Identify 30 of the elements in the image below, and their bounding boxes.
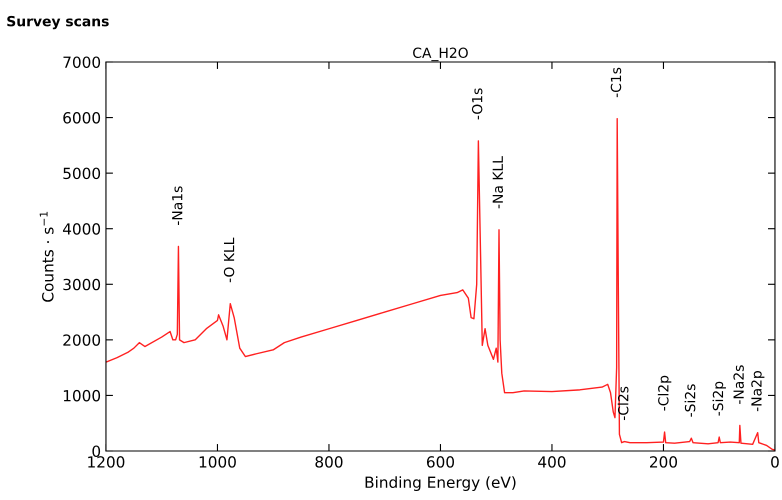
x-tick-label: 1200 xyxy=(88,456,124,468)
annotation: -C1s xyxy=(610,68,622,98)
annotation: -Si2s xyxy=(684,384,696,417)
annotation: -O1s xyxy=(472,88,482,120)
x-tick-label: 200 xyxy=(650,456,678,468)
y-tick-label: 0 xyxy=(92,445,100,458)
annotation: -Cl2p xyxy=(658,376,672,411)
annotation: -Na2s xyxy=(733,365,744,404)
x-tick-label: 400 xyxy=(538,456,566,468)
annotation: -Si2p xyxy=(712,382,726,416)
y-tick-label: 2000 xyxy=(63,334,100,346)
y-tick-label: 3000 xyxy=(63,278,100,290)
x-tick-label: 800 xyxy=(315,456,343,468)
x-tick-label: 0 xyxy=(771,456,779,468)
chart-subtitle: CA_H2O xyxy=(413,48,468,62)
y-tick-label: 5000 xyxy=(63,168,100,180)
x-axis-title: Binding Energy (eV) xyxy=(366,476,516,491)
y-tick-label: 6000 xyxy=(63,112,100,124)
chart-title: Survey scans xyxy=(7,16,109,30)
annotation: -Na2p xyxy=(751,371,764,412)
x-tick-label: 1000 xyxy=(200,456,236,468)
x-tick-label: 600 xyxy=(426,456,454,468)
annotation: -Cl2s xyxy=(618,386,628,420)
annotation: -Na KLL xyxy=(492,156,504,208)
y-tick-label: 4000 xyxy=(62,223,100,235)
annotation: -O KLL xyxy=(224,238,234,282)
y-tick-label: 7000 xyxy=(63,56,100,68)
y-tick-label: 1000 xyxy=(64,390,100,402)
y-axis-title: Counts · s$^{−1}$ xyxy=(40,212,54,302)
annotation: -Na1s xyxy=(172,186,182,225)
